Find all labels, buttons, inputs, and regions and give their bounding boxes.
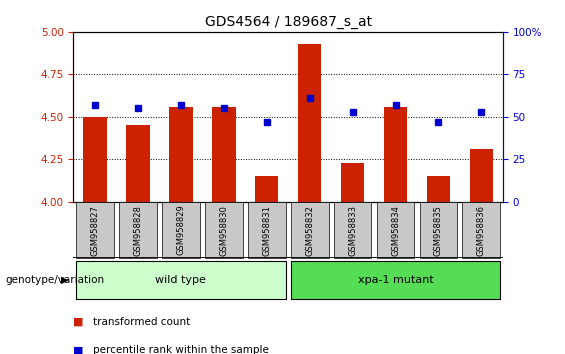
Bar [169, 107, 193, 202]
Bar [119, 202, 157, 258]
Bar [334, 202, 371, 258]
Bar [205, 202, 242, 258]
Bar [420, 202, 457, 258]
Text: wild type: wild type [155, 275, 206, 285]
Bar [162, 202, 199, 258]
Text: ■: ■ [73, 317, 88, 327]
Text: GSM958834: GSM958834 [391, 205, 400, 256]
Title: GDS4564 / 189687_s_at: GDS4564 / 189687_s_at [205, 16, 372, 29]
Bar [298, 44, 321, 202]
Text: xpa-1 mutant: xpa-1 mutant [358, 275, 433, 285]
Text: percentile rank within the sample: percentile rank within the sample [93, 346, 269, 354]
Text: GSM958832: GSM958832 [305, 205, 314, 256]
Text: GSM958831: GSM958831 [262, 205, 271, 256]
Text: GSM958827: GSM958827 [90, 205, 99, 256]
Bar [126, 125, 150, 202]
Bar [255, 176, 279, 202]
Bar [291, 261, 500, 299]
Bar [76, 261, 285, 299]
Text: GSM958836: GSM958836 [477, 205, 486, 256]
Text: GSM958835: GSM958835 [434, 205, 443, 256]
Bar [470, 149, 493, 202]
Bar [248, 202, 285, 258]
Text: genotype/variation: genotype/variation [6, 275, 105, 285]
Text: transformed count: transformed count [93, 317, 190, 327]
Bar [341, 163, 364, 202]
Text: ▶: ▶ [61, 275, 69, 285]
Text: GSM958829: GSM958829 [176, 205, 185, 256]
Bar [427, 176, 450, 202]
Bar [291, 202, 328, 258]
Bar [76, 202, 114, 258]
Bar [212, 107, 236, 202]
Bar [83, 117, 107, 202]
Text: GSM958828: GSM958828 [133, 205, 142, 256]
Text: GSM958830: GSM958830 [219, 205, 228, 256]
Text: GSM958833: GSM958833 [348, 205, 357, 256]
Bar [463, 202, 500, 258]
Bar [384, 107, 407, 202]
Bar [377, 202, 414, 258]
Text: ■: ■ [73, 346, 88, 354]
